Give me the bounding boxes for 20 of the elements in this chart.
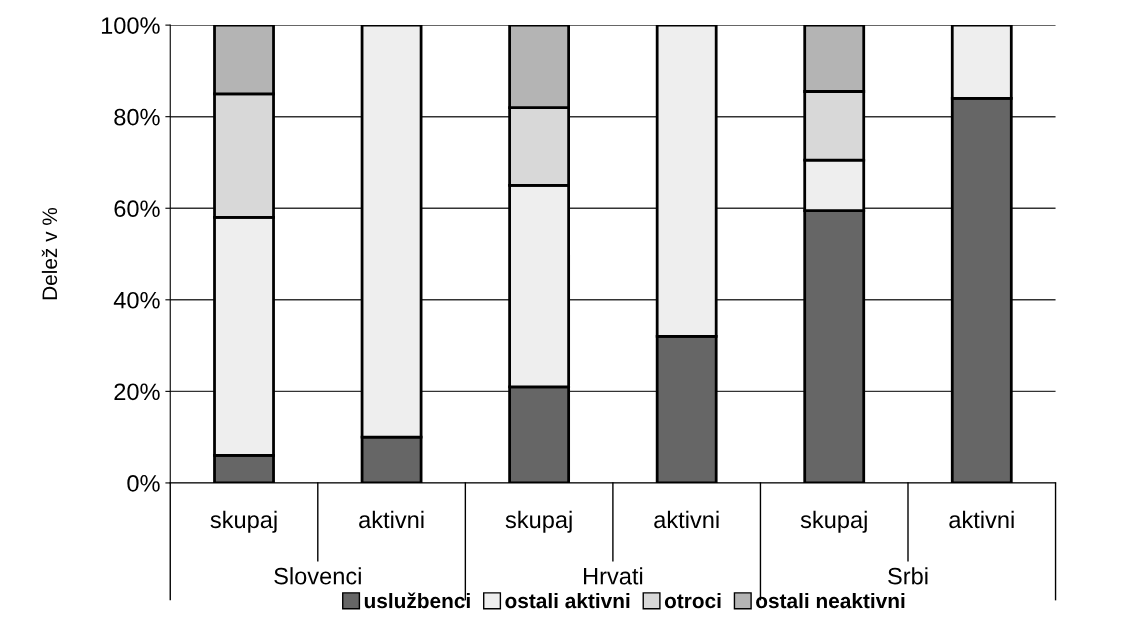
text: Slovenci xyxy=(274,567,361,585)
text: Srbi xyxy=(888,567,928,585)
y-axis-title: Delež v % xyxy=(41,207,58,300)
x-tick-label: aktivni xyxy=(949,510,1014,529)
x-tick-label: aktivni xyxy=(359,510,424,529)
y-tick-label: 0% xyxy=(127,475,160,492)
text: Hrvati xyxy=(584,567,643,585)
x-tick-label: aktivni xyxy=(654,510,719,529)
legend-label: uslužbenci xyxy=(364,592,470,609)
y-tick-label: 60% xyxy=(114,200,160,218)
x-tick-label: skupaj xyxy=(800,510,867,533)
legend-label: ostali neaktivni xyxy=(756,592,905,609)
x-tick-label: skupaj xyxy=(505,510,572,533)
y-tick-label: 100% xyxy=(101,17,160,34)
x-tick-label: skupaj xyxy=(210,510,277,533)
legend-label: ostali aktivni xyxy=(505,592,630,609)
y-tick-label: 40% xyxy=(113,291,160,309)
y-tick-label: 20% xyxy=(114,383,160,401)
y-tick-label: 80% xyxy=(114,108,160,126)
legend-label: otroci xyxy=(664,592,721,609)
